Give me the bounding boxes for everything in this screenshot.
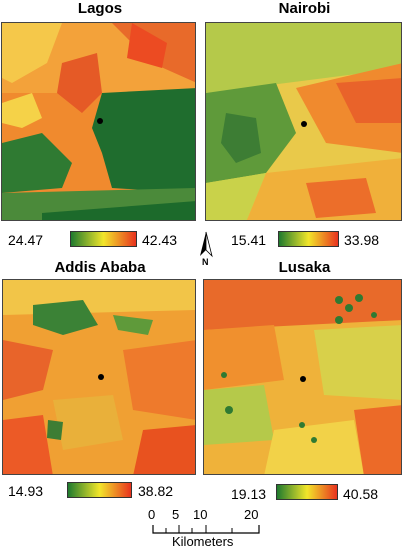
legend-min-nairobi: 15.41	[231, 232, 267, 248]
map-lusaka	[203, 279, 402, 475]
map-title-lusaka: Lusaka	[278, 259, 331, 276]
legend-max-lusaka: 40.58	[343, 486, 379, 502]
scale-unit: Kilometers	[172, 534, 234, 549]
scale-tick-10: 10	[193, 507, 208, 522]
scale-tick-20: 20	[244, 507, 259, 522]
color-ramp-lagos	[70, 231, 137, 247]
legend-max-lagos: 42.43	[142, 232, 178, 248]
north-label: N	[202, 257, 209, 267]
map-nairobi	[205, 22, 402, 221]
legend-min-lusaka: 19.13	[231, 486, 267, 502]
map-title-lagos: Lagos	[77, 0, 123, 17]
north-arrow-icon	[200, 231, 213, 258]
scale-tick-5: 5	[172, 507, 180, 522]
map-addis-ababa	[2, 279, 196, 475]
map-image-lusaka	[204, 280, 401, 474]
legend-max-nairobi: 33.98	[344, 232, 380, 248]
map-image-nairobi	[206, 23, 401, 220]
color-ramp-addis-ababa	[67, 482, 132, 498]
scale-tick-0: 0	[148, 507, 156, 522]
map-title-nairobi: Nairobi	[278, 0, 331, 17]
map-title-addis-ababa: Addis Ababa	[54, 259, 146, 276]
legend-max-addis-ababa: 38.82	[138, 483, 174, 499]
north-arrow: N	[196, 230, 216, 272]
map-image-lagos	[2, 23, 195, 220]
color-ramp-lusaka	[276, 484, 338, 500]
legend-min-lagos: 24.47	[8, 232, 44, 248]
color-ramp-nairobi	[278, 231, 339, 247]
map-lagos	[1, 22, 196, 221]
scale-bar	[152, 525, 260, 534]
map-image-addis-ababa	[3, 280, 195, 474]
legend-min-addis-ababa: 14.93	[8, 483, 44, 499]
